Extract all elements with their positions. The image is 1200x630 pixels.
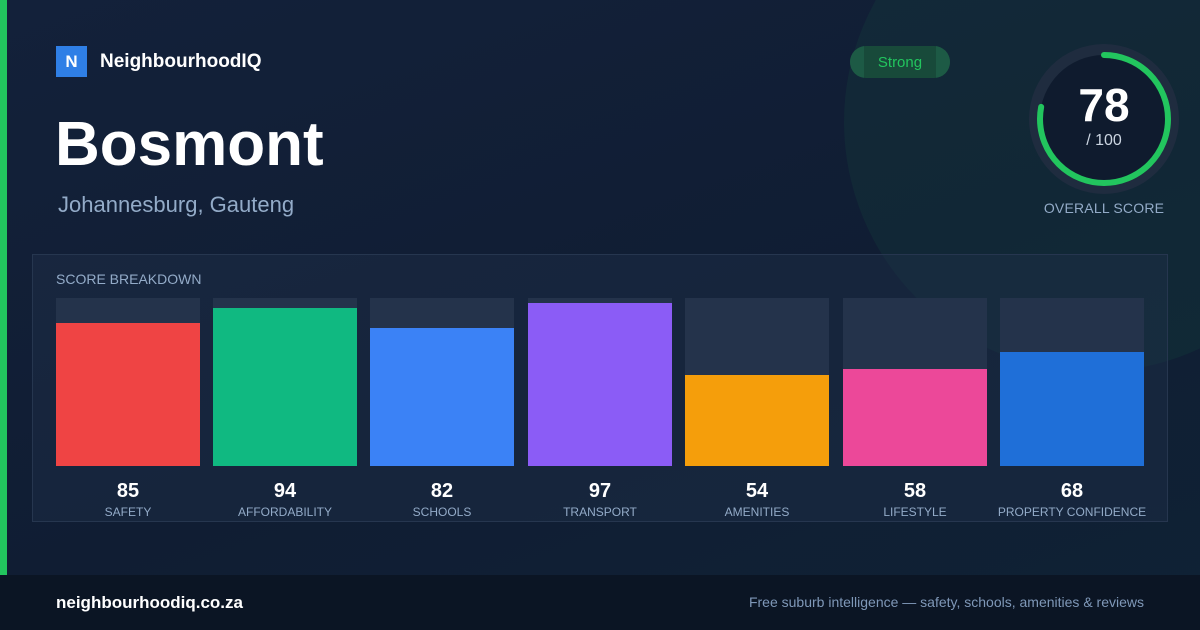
status-badge: Strong [850,46,950,78]
score-bar-label: SCHOOLS [412,505,472,519]
score-bar-track [213,298,357,466]
footer-domain-link[interactable]: neighbourhoodiq.co.za [56,593,243,612]
status-badge-label: Strong [877,53,923,71]
overall-score-label: OVERALL SCORE [1043,200,1165,216]
score-bar-schools: 82 SCHOOLS [370,298,514,519]
score-bar-track [56,298,200,466]
score-bar-label: LIFESTYLE [883,505,947,519]
score-bar-affordability: 94 AFFORDABILITY [213,298,357,519]
score-bar-value: 85 [116,480,140,502]
score-ring-progress [1037,52,1171,186]
score-bar-transport: 97 TRANSPORT [528,298,672,519]
score-bar-fill [528,303,672,466]
score-bar-label: TRANSPORT [563,505,637,519]
score-ring-graphic [1029,44,1179,194]
overall-score-value: 78 [1078,79,1130,131]
brand-name: NeighbourhoodIQ [100,50,262,72]
score-bar-value: 94 [273,480,297,502]
score-bar-label: SAFETY [104,505,152,519]
footer: neighbourhoodiq.co.za Free suburb intell… [0,575,1200,630]
score-bar-amenities: 54 AMENITIES [685,298,829,519]
brand-logo-icon: N [56,46,87,77]
score-bar-label: PROPERTY CONFIDENCE [997,505,1147,519]
score-bar-fill [1000,351,1144,466]
score-bar-track [528,298,672,466]
suburb-title: Bosmont [55,110,324,179]
overall-score-max: / 100 [1086,132,1122,149]
footer-tagline: Free suburb intelligence — safety, schoo… [748,594,1144,610]
score-bar-value: 58 [903,480,927,502]
score-bar-track [685,298,829,466]
score-bar-safety: 85 SAFETY [56,298,200,519]
score-bar-lifestyle: 58 LIFESTYLE [843,298,987,519]
score-bar-value: 54 [745,480,769,502]
overall-score-ring: 78 / 100 [1029,44,1179,194]
score-bar-fill [56,323,200,466]
score-bar-value: 97 [588,480,612,502]
score-ring-inner [1040,55,1168,183]
score-bar-track [843,298,987,466]
score-bar-fill [843,368,987,466]
score-bar-value: 68 [1060,480,1084,502]
score-bar-label: AMENITIES [724,505,790,519]
score-bar-value: 82 [430,480,454,502]
score-bar-track [1000,298,1144,466]
suburb-location: Johannesburg, Gauteng [58,192,295,217]
accent-bar [0,0,7,575]
score-bar-fill [370,328,514,466]
score-bar-property-confidence: 68 PROPERTY CONFIDENCE [998,298,1146,519]
score-bar-label: AFFORDABILITY [237,505,332,519]
score-bar-fill [685,375,829,466]
score-bar-track [370,298,514,466]
score-bar-fill [213,308,357,466]
brand[interactable]: N NeighbourhoodIQ [56,46,261,77]
score-breakdown-title: SCORE BREAKDOWN [56,271,202,287]
